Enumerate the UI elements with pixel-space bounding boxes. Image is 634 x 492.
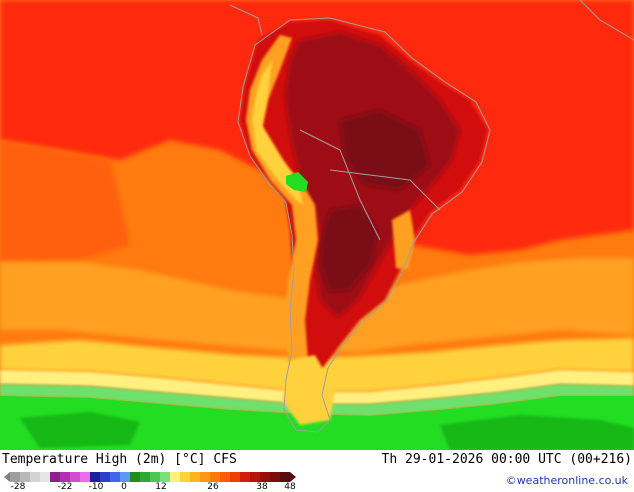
legend-swatch — [30, 472, 40, 482]
map-svg — [0, 0, 634, 450]
credit-link[interactable]: ©weatheronline.co.uk — [505, 474, 628, 487]
legend-tick: 0 — [121, 482, 127, 492]
cold-boundary-zone — [0, 370, 634, 404]
cold-zone-deep-east — [440, 415, 634, 450]
legend-swatch — [70, 472, 80, 482]
legend-tick: -28 — [10, 482, 26, 492]
cold-zone-deep-west — [20, 412, 140, 448]
legend-tick: 12 — [155, 482, 167, 492]
legend-swatch — [110, 472, 120, 482]
legend-swatch — [180, 472, 190, 482]
heat-maximum — [320, 205, 378, 292]
legend-swatch — [240, 472, 250, 482]
legend-swatch — [80, 472, 90, 482]
legend-swatch — [170, 472, 180, 482]
legend-swatch — [260, 472, 270, 482]
legend-tick: -22 — [57, 482, 73, 492]
legend-swatch — [130, 472, 140, 482]
heat-maximum-north — [340, 110, 430, 190]
legend-swatch — [100, 472, 110, 482]
legend-swatch — [200, 472, 210, 482]
temperature-map — [0, 0, 634, 450]
legend-tick: 48 — [284, 482, 296, 492]
legend-swatch — [10, 472, 20, 482]
legend-swatch — [210, 472, 220, 482]
legend-tick: 26 — [207, 482, 219, 492]
forecast-datetime: Th 29-01-2026 00:00 UTC (00+216) — [381, 452, 632, 467]
cold-zone-light — [0, 384, 634, 416]
legend-swatch — [270, 472, 280, 482]
legend-arrow-left-icon — [4, 472, 10, 482]
legend-tick: -10 — [88, 482, 104, 492]
legend-swatch — [120, 472, 130, 482]
andes-high-strip — [252, 60, 303, 205]
color-legend: -28 -22 -10 0 12 26 38 48 — [4, 471, 296, 492]
legend-swatch — [90, 472, 100, 482]
legend-swatch — [40, 472, 50, 482]
legend-swatch — [20, 472, 30, 482]
legend-arrow-right-icon — [290, 472, 296, 482]
legend-swatch — [60, 472, 70, 482]
legend-color-bar — [10, 472, 290, 482]
legend-swatch — [50, 472, 60, 482]
legend-swatch — [230, 472, 240, 482]
legend-swatch — [160, 472, 170, 482]
eastern-pacific-warm-zone — [0, 140, 130, 262]
legend-tick: 38 — [256, 482, 268, 492]
altiplano-cool-spot — [286, 172, 308, 192]
legend-swatch — [190, 472, 200, 482]
map-footer: Temperature High (2m) [°C] CFS Th 29-01-… — [0, 450, 634, 492]
map-title: Temperature High (2m) [°C] CFS — [2, 452, 237, 467]
andes-cool-strip — [246, 35, 320, 410]
patagonia-cool-tip — [282, 355, 335, 425]
legend-swatch — [220, 472, 230, 482]
legend-swatch — [140, 472, 150, 482]
coastline-outline — [229, 0, 634, 433]
legend-swatch — [280, 472, 290, 482]
legend-swatch — [150, 472, 160, 482]
legend-swatch — [250, 472, 260, 482]
